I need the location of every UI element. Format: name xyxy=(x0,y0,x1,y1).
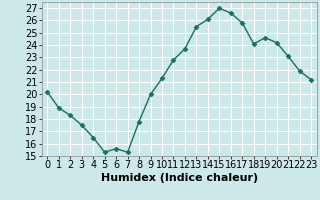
X-axis label: Humidex (Indice chaleur): Humidex (Indice chaleur) xyxy=(100,173,258,183)
